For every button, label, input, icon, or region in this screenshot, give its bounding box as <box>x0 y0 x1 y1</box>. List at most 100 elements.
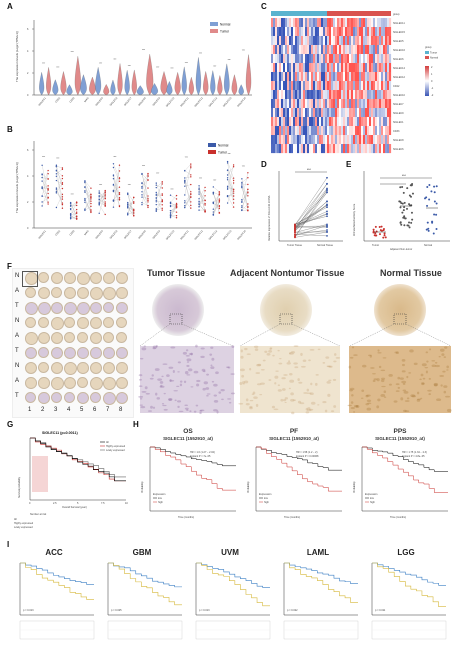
heatmap-cell <box>343 54 346 64</box>
tissue-cell <box>306 392 312 394</box>
heatmap-row-label: CD33 <box>393 130 400 133</box>
heatmap-cell <box>287 72 290 82</box>
tissue-cell <box>242 381 246 384</box>
b-ytick: 0 <box>27 227 29 230</box>
b-point-normal <box>184 194 186 196</box>
b-point-tumor <box>204 186 206 189</box>
heatmap-cell <box>303 108 306 118</box>
violin-SIGLEC10 <box>174 71 181 96</box>
b-point-normal <box>141 186 143 188</box>
tissue-cell <box>307 407 311 410</box>
tma-core <box>25 332 38 345</box>
b-point-tumor <box>104 202 106 205</box>
heatmap-cell <box>353 36 356 46</box>
heatmap-cell <box>337 126 340 136</box>
heatmap-cell <box>337 54 340 64</box>
tma-core <box>103 272 115 284</box>
b-point-tumor <box>147 201 149 203</box>
heatmap-cell <box>321 72 324 82</box>
tma-core <box>116 287 128 299</box>
heatmap-cell <box>293 81 296 91</box>
heatmap-cell <box>305 27 308 37</box>
heatmap-cell <box>307 72 310 82</box>
d-point-normal <box>326 200 328 203</box>
tissue-cell <box>325 356 330 359</box>
tissue-cell <box>281 388 286 391</box>
heatmap-cell <box>339 108 342 118</box>
heatmap-cell <box>283 45 286 55</box>
b-point-normal <box>84 186 86 189</box>
e-point <box>408 226 411 229</box>
tma-core <box>51 392 63 404</box>
heatmap-cell <box>283 108 286 118</box>
heatmap-cell <box>303 18 306 28</box>
heatmap-cell <box>381 27 384 37</box>
tissue-cell <box>166 374 170 378</box>
b-point-normal <box>241 199 243 201</box>
tma-core <box>90 362 103 375</box>
tissue-cell <box>322 401 327 404</box>
heatmap-cell <box>313 27 316 37</box>
b-point-normal <box>155 184 157 186</box>
heatmap-cell <box>385 54 388 64</box>
tma-core <box>77 287 89 299</box>
heatmap-cell <box>333 108 336 118</box>
heatmap-cell <box>289 90 292 100</box>
heatmap-row-label: SIGLEC7 <box>393 103 404 106</box>
tissue-cell <box>349 389 353 392</box>
heatmap-row-label: SIGLEC8 <box>393 139 404 142</box>
heatmap-cell <box>311 108 314 118</box>
heatmap-cell <box>313 90 316 100</box>
tissue-cell <box>401 380 407 384</box>
tissue-cell <box>186 364 190 368</box>
heatmap-cell <box>363 117 366 127</box>
heatmap-cell <box>313 63 316 73</box>
b-point-tumor <box>218 211 221 214</box>
heatmap-cell <box>339 144 342 154</box>
b-point-normal <box>41 164 43 166</box>
tma-core <box>103 347 115 359</box>
heatmap-cell <box>305 126 308 136</box>
heatmap-row-label: SIGLEC15 <box>393 31 406 34</box>
heatmap-cell <box>291 45 294 55</box>
heatmap-cell <box>387 90 390 100</box>
b-point-normal <box>241 205 243 207</box>
heatmap-cell <box>271 63 274 73</box>
heatmap-cell <box>385 63 388 73</box>
e-point <box>411 218 414 221</box>
heatmap-cell <box>361 36 364 46</box>
heatmap-cell <box>345 90 348 100</box>
e-point <box>403 201 406 204</box>
tumor-magnified <box>140 346 234 413</box>
heatmap-cell <box>329 72 332 82</box>
heatmap-cell <box>287 99 290 109</box>
heatmap-cell <box>309 144 312 154</box>
tissue-cell <box>149 377 154 380</box>
heatmap-cell <box>345 81 348 91</box>
heatmap-cell <box>325 27 328 37</box>
heatmap-cell <box>303 144 306 154</box>
e-point <box>433 185 436 188</box>
tissue-cell <box>268 350 273 353</box>
b-point-tumor <box>61 182 64 184</box>
heatmap-scale-tick: -2 <box>431 94 434 97</box>
heatmap-cell <box>387 99 390 109</box>
heatmap-cell <box>283 54 286 64</box>
b-point-tumor <box>90 205 92 208</box>
b-point-tumor <box>232 192 235 194</box>
b-point-normal <box>155 199 157 202</box>
heatmap-cell <box>295 81 298 91</box>
heatmap-cell <box>297 108 300 118</box>
heatmap-cell <box>313 126 316 136</box>
heatmap-cell <box>383 54 386 64</box>
heatmap-cell <box>287 144 290 154</box>
tissue-cell <box>141 347 147 351</box>
tma-core <box>25 317 37 329</box>
heatmap-cell <box>343 36 346 46</box>
tissue-cell <box>273 408 279 411</box>
tma-core <box>116 332 128 344</box>
violin-SIGLEC7 <box>124 70 130 96</box>
heatmap-cell <box>289 99 292 109</box>
b-point-tumor <box>61 167 64 169</box>
b-point-tumor <box>147 206 149 209</box>
